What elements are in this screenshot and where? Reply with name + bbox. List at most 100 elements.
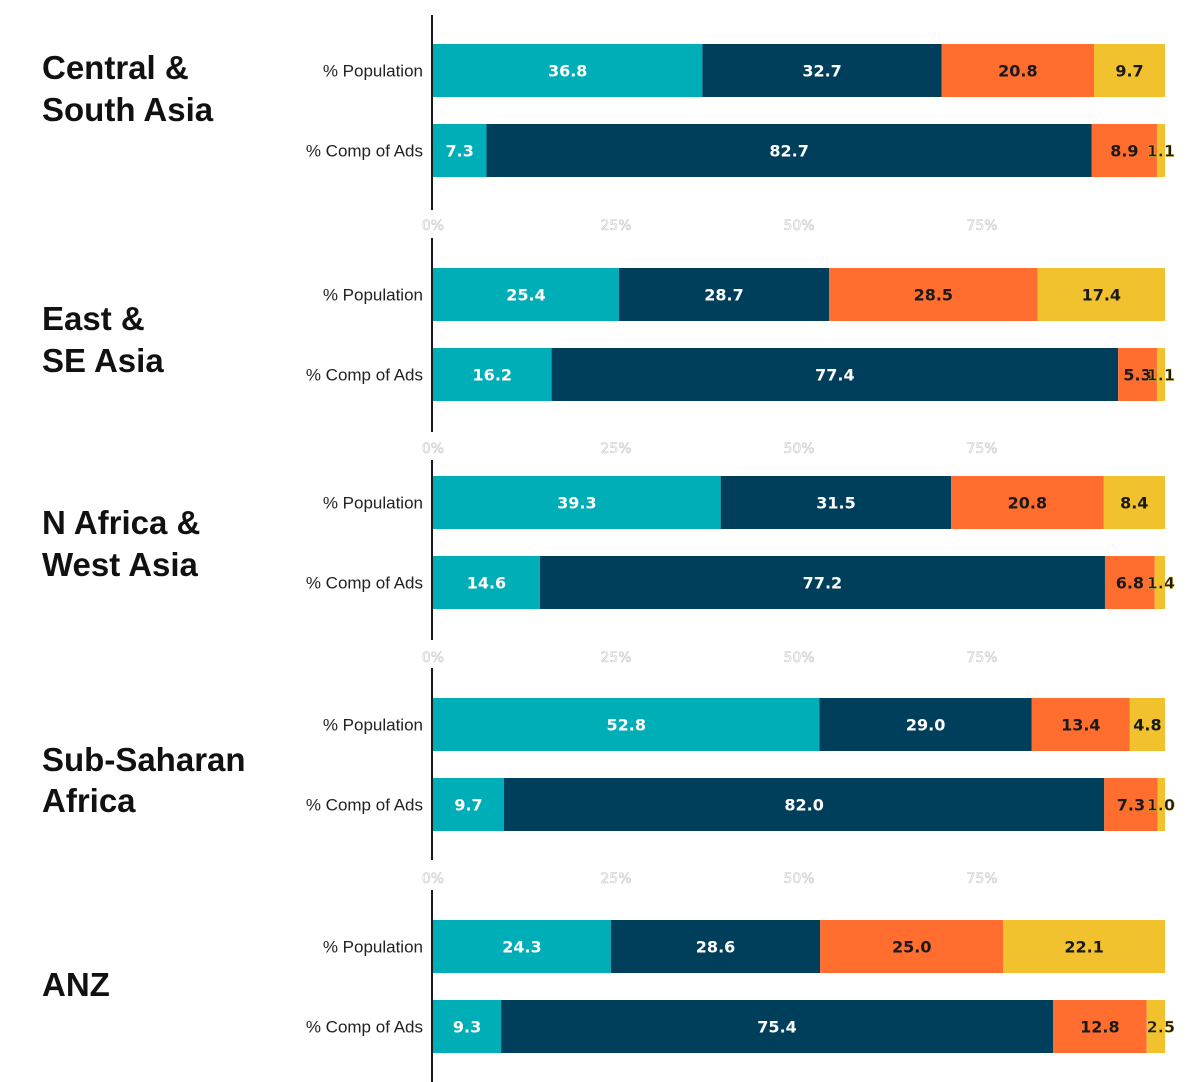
data-label-sub-saharan-africa-population-0: 52.8	[607, 716, 646, 735]
bar-segment-anz-comp-of-ads-0	[433, 1000, 502, 1053]
row-label-population: % Population	[323, 716, 423, 735]
bar-segment-east-and-se-asia-comp-of-ads-0	[433, 348, 552, 401]
region-title-sub-saharan-africa: Sub-Saharan	[42, 741, 246, 778]
bar-segment-anz-population-0	[433, 920, 611, 973]
bar-segment-central-and-south-asia-comp-of-ads-2	[1091, 124, 1157, 177]
data-label-east-and-se-asia-comp-of-ads-2: 5.3	[1123, 366, 1151, 385]
data-label-central-and-south-asia-comp-of-ads-0: 7.3	[446, 142, 474, 161]
x-tick-label-central-and-south-asia-2: 50%	[783, 218, 814, 234]
bar-segment-n-africa-and-west-asia-comp-of-ads-2	[1104, 556, 1155, 609]
data-label-central-and-south-asia-population-1: 32.7	[802, 62, 841, 81]
data-label-sub-saharan-africa-comp-of-ads-3: 1.0	[1147, 796, 1175, 815]
data-label-n-africa-and-west-asia-population-1: 31.5	[816, 494, 855, 513]
x-tick-label-east-and-se-asia-2: 50%	[783, 441, 814, 457]
row-label-comp-of-ads: % Comp of Ads	[306, 142, 423, 161]
bar-segment-sub-saharan-africa-population-0	[433, 698, 820, 751]
data-label-central-and-south-asia-comp-of-ads-2: 8.9	[1110, 142, 1138, 161]
bar-segment-central-and-south-asia-population-2	[941, 44, 1094, 97]
bar-segment-east-and-se-asia-comp-of-ads-3	[1156, 348, 1165, 401]
region-title-anz: ANZ	[42, 966, 110, 1003]
row-label-population: % Population	[323, 494, 423, 513]
x-tick-label-n-africa-and-west-asia-2: 50%	[783, 650, 814, 666]
data-label-sub-saharan-africa-population-2: 13.4	[1061, 716, 1100, 735]
data-label-sub-saharan-africa-comp-of-ads-2: 7.3	[1117, 796, 1145, 815]
bar-segment-east-and-se-asia-population-3	[1037, 268, 1165, 321]
bar-segment-anz-comp-of-ads-3	[1146, 1000, 1165, 1053]
x-tick-label-east-and-se-asia-1: 25%	[600, 441, 631, 457]
data-label-sub-saharan-africa-comp-of-ads-0: 9.7	[454, 796, 482, 815]
bar-segment-n-africa-and-west-asia-population-0	[433, 476, 721, 529]
row-label-comp-of-ads: % Comp of Ads	[306, 1018, 423, 1037]
bar-segment-n-africa-and-west-asia-population-1	[720, 476, 952, 529]
data-label-n-africa-and-west-asia-comp-of-ads-2: 6.8	[1116, 574, 1144, 593]
bar-segment-sub-saharan-africa-comp-of-ads-1	[504, 778, 1105, 831]
bar-segment-n-africa-and-west-asia-comp-of-ads-1	[539, 556, 1105, 609]
bar-segment-n-africa-and-west-asia-comp-of-ads-0	[433, 556, 540, 609]
region-title-east-and-se-asia: SE Asia	[42, 342, 164, 379]
data-label-anz-population-3: 22.1	[1064, 938, 1103, 957]
row-label-population: % Population	[323, 286, 423, 305]
region-title-n-africa-and-west-asia: West Asia	[42, 546, 199, 583]
data-label-n-africa-and-west-asia-comp-of-ads-0: 14.6	[467, 574, 506, 593]
bar-segment-anz-population-3	[1003, 920, 1165, 973]
data-label-anz-population-0: 24.3	[502, 938, 541, 957]
data-label-central-and-south-asia-population-2: 20.8	[998, 62, 1037, 81]
x-tick-label-n-africa-and-west-asia-3: 75%	[966, 650, 997, 666]
bar-segment-n-africa-and-west-asia-population-3	[1103, 476, 1165, 529]
x-tick-label-central-and-south-asia-0: 0%	[422, 218, 444, 234]
data-label-anz-comp-of-ads-0: 9.3	[453, 1018, 481, 1037]
data-label-n-africa-and-west-asia-comp-of-ads-3: 1.4	[1147, 574, 1175, 593]
bar-segment-anz-population-2	[820, 920, 1004, 973]
bar-segment-east-and-se-asia-population-0	[433, 268, 619, 321]
data-label-anz-comp-of-ads-2: 12.8	[1080, 1018, 1119, 1037]
bar-segment-sub-saharan-africa-population-1	[819, 698, 1032, 751]
data-label-n-africa-and-west-asia-population-0: 39.3	[557, 494, 596, 513]
data-label-anz-population-1: 28.6	[696, 938, 735, 957]
bar-segment-sub-saharan-africa-population-2	[1031, 698, 1130, 751]
bar-segment-central-and-south-asia-comp-of-ads-1	[486, 124, 1092, 177]
row-label-population: % Population	[323, 62, 423, 81]
data-label-sub-saharan-africa-population-1: 29.0	[906, 716, 945, 735]
data-label-east-and-se-asia-population-2: 28.5	[914, 286, 953, 305]
data-label-east-and-se-asia-comp-of-ads-0: 16.2	[473, 366, 512, 385]
data-label-n-africa-and-west-asia-population-3: 8.4	[1120, 494, 1148, 513]
bar-segment-central-and-south-asia-population-0	[433, 44, 703, 97]
bar-segment-sub-saharan-africa-comp-of-ads-2	[1104, 778, 1158, 831]
data-label-sub-saharan-africa-population-3: 4.8	[1133, 716, 1161, 735]
data-label-n-africa-and-west-asia-population-2: 20.8	[1008, 494, 1047, 513]
region-title-central-and-south-asia: Central &	[42, 49, 189, 86]
region-title-n-africa-and-west-asia: N Africa &	[42, 504, 200, 541]
row-label-population: % Population	[323, 938, 423, 957]
data-label-central-and-south-asia-comp-of-ads-3: 1.1	[1147, 142, 1175, 161]
x-tick-label-n-africa-and-west-asia-1: 25%	[600, 650, 631, 666]
bar-segment-east-and-se-asia-comp-of-ads-1	[551, 348, 1119, 401]
x-tick-label-sub-saharan-africa-3: 75%	[966, 871, 997, 887]
data-label-anz-comp-of-ads-1: 75.4	[757, 1018, 796, 1037]
bar-segment-n-africa-and-west-asia-population-2	[951, 476, 1104, 529]
data-label-central-and-south-asia-population-0: 36.8	[548, 62, 587, 81]
x-tick-label-east-and-se-asia-3: 75%	[966, 441, 997, 457]
x-tick-label-central-and-south-asia-1: 25%	[600, 218, 631, 234]
data-label-east-and-se-asia-comp-of-ads-3: 1.1	[1147, 366, 1175, 385]
data-label-n-africa-and-west-asia-comp-of-ads-1: 77.2	[803, 574, 842, 593]
data-label-east-and-se-asia-comp-of-ads-1: 77.4	[815, 366, 854, 385]
x-tick-label-sub-saharan-africa-1: 25%	[600, 871, 631, 887]
bar-segment-n-africa-and-west-asia-comp-of-ads-3	[1154, 556, 1165, 609]
bar-segment-anz-population-1	[610, 920, 821, 973]
region-title-central-and-south-asia: South Asia	[42, 91, 214, 128]
row-label-comp-of-ads: % Comp of Ads	[306, 796, 423, 815]
data-label-east-and-se-asia-population-3: 17.4	[1082, 286, 1121, 305]
x-tick-label-sub-saharan-africa-2: 50%	[783, 871, 814, 887]
bar-segment-east-and-se-asia-population-2	[829, 268, 1038, 321]
bar-segment-sub-saharan-africa-comp-of-ads-3	[1157, 778, 1165, 831]
data-label-east-and-se-asia-population-1: 28.7	[704, 286, 743, 305]
bar-segment-sub-saharan-africa-population-3	[1129, 698, 1165, 751]
data-label-sub-saharan-africa-comp-of-ads-1: 82.0	[784, 796, 823, 815]
x-tick-label-n-africa-and-west-asia-0: 0%	[422, 650, 444, 666]
bar-segment-central-and-south-asia-population-3	[1093, 44, 1165, 97]
data-label-anz-comp-of-ads-3: 2.5	[1147, 1018, 1175, 1037]
bar-segment-central-and-south-asia-comp-of-ads-0	[433, 124, 487, 177]
region-title-sub-saharan-africa: Africa	[42, 782, 136, 819]
data-label-central-and-south-asia-comp-of-ads-1: 82.7	[769, 142, 808, 161]
